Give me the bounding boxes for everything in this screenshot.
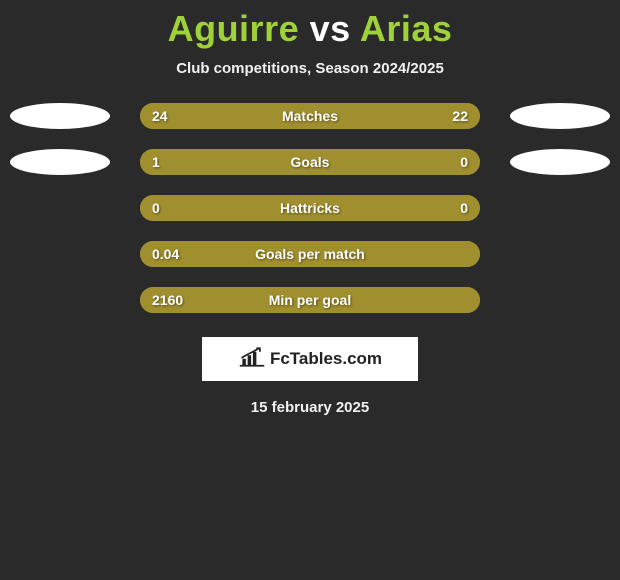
stat-row: 1Goals0 [0, 149, 620, 175]
stat-label: Matches [200, 108, 420, 124]
stat-row: 0Hattricks0 [0, 195, 620, 221]
logo-text: FcTables.com [270, 349, 382, 369]
stat-left-value: 24 [152, 108, 200, 124]
stat-bar: 0.04Goals per match [140, 241, 480, 267]
comparison-rows: 24Matches221Goals00Hattricks00.04Goals p… [0, 103, 620, 313]
stat-bar-content: 0.04Goals per match [140, 241, 480, 267]
fctables-logo: FcTables.com [202, 337, 418, 381]
stat-bar: 0Hattricks0 [140, 195, 480, 221]
page-title: Aguirre vs Arias [0, 0, 620, 50]
stat-row: 0.04Goals per match [0, 241, 620, 267]
stat-left-value: 0 [152, 200, 200, 216]
player-left-badge [10, 103, 110, 129]
stat-left-value: 2160 [152, 292, 200, 308]
stat-right-value: 22 [420, 108, 468, 124]
stat-bar-content: 1Goals0 [140, 149, 480, 175]
stat-bar-content: 24Matches22 [140, 103, 480, 129]
vs-text: vs [310, 8, 351, 49]
player-left-name: Aguirre [168, 8, 300, 49]
stat-right-value: 0 [420, 200, 468, 216]
player-right-name: Arias [360, 8, 453, 49]
player-right-badge [510, 149, 610, 175]
stat-bar: 24Matches22 [140, 103, 480, 129]
player-left-badge [10, 149, 110, 175]
stat-bar-content: 0Hattricks0 [140, 195, 480, 221]
chart-icon [238, 346, 266, 373]
stat-left-value: 1 [152, 154, 200, 170]
stat-label: Hattricks [200, 200, 420, 216]
stat-label: Min per goal [200, 292, 420, 308]
date-text: 15 february 2025 [0, 399, 620, 416]
stat-bar-content: 2160Min per goal [140, 287, 480, 313]
stat-bar: 1Goals0 [140, 149, 480, 175]
stat-row: 2160Min per goal [0, 287, 620, 313]
stat-right-value: 0 [420, 154, 468, 170]
stat-left-value: 0.04 [152, 246, 200, 262]
stat-row: 24Matches22 [0, 103, 620, 129]
stat-bar: 2160Min per goal [140, 287, 480, 313]
stat-label: Goals [200, 154, 420, 170]
subtitle: Club competitions, Season 2024/2025 [0, 60, 620, 77]
player-right-badge [510, 103, 610, 129]
stat-label: Goals per match [200, 246, 420, 262]
